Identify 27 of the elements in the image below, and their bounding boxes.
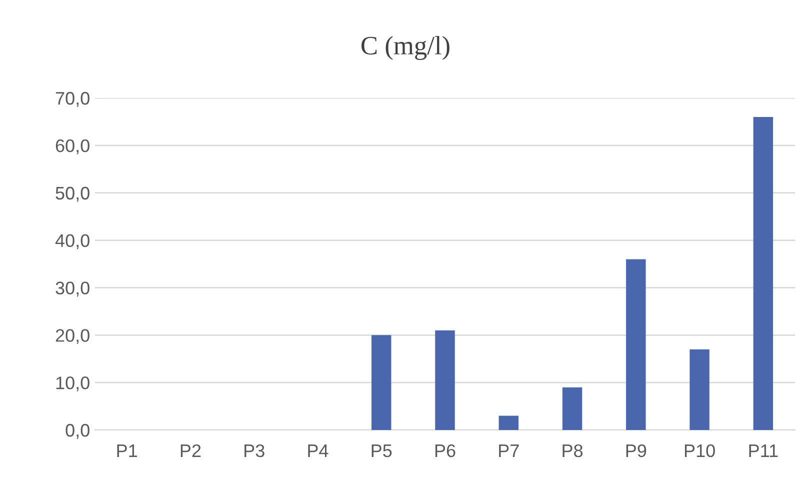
- x-tick-label: P1: [117, 444, 137, 457]
- x-tick-label: P7: [499, 444, 519, 457]
- x-tick-label: P3: [244, 444, 264, 458]
- bar: [562, 387, 582, 430]
- x-tick-label: P9: [626, 444, 646, 458]
- y-tick-label: 0,0: [66, 424, 90, 439]
- bar: [626, 259, 646, 430]
- x-tick-label: P8: [562, 444, 583, 458]
- y-tick-label: 40,0: [55, 234, 90, 250]
- y-tick-label: 60,0: [56, 139, 90, 154]
- x-tick-label: P4: [308, 444, 328, 457]
- bar: [498, 416, 518, 430]
- y-tick-label: 20,0: [56, 329, 90, 344]
- y-tick-label: 50,0: [56, 186, 90, 202]
- y-tick-label: 10,0: [56, 376, 90, 392]
- bar: [690, 349, 710, 430]
- x-tick-label: P10: [684, 444, 715, 458]
- y-tick-label: 70,0: [56, 92, 90, 107]
- x-tick-label: P11: [749, 444, 778, 457]
- chart-title: C (mg/l): [362, 36, 450, 60]
- x-tick-label: P6: [435, 444, 456, 458]
- x-tick-label: P5: [372, 444, 392, 458]
- bar: [753, 116, 774, 430]
- bar: [372, 335, 392, 430]
- y-tick-label: 30,0: [56, 282, 90, 297]
- x-tick-label: P2: [180, 444, 201, 457]
- bar: [435, 330, 455, 430]
